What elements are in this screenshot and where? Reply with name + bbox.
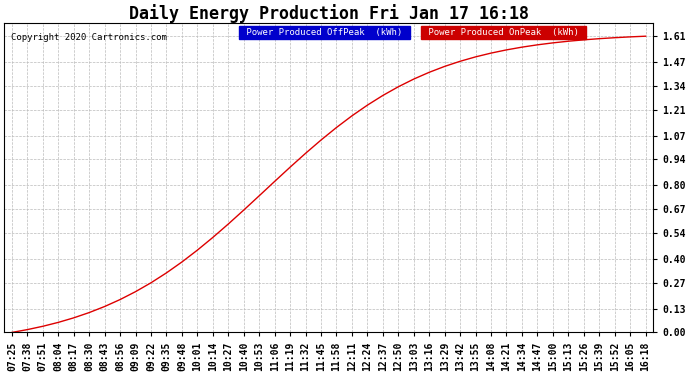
Title: Daily Energy Production Fri Jan 17 16:18: Daily Energy Production Fri Jan 17 16:18 — [129, 4, 529, 23]
Text: Power Produced OnPeak  (kWh): Power Produced OnPeak (kWh) — [423, 28, 584, 37]
Text: Power Produced OffPeak  (kWh): Power Produced OffPeak (kWh) — [241, 28, 408, 37]
Text: Copyright 2020 Cartronics.com: Copyright 2020 Cartronics.com — [10, 33, 166, 42]
